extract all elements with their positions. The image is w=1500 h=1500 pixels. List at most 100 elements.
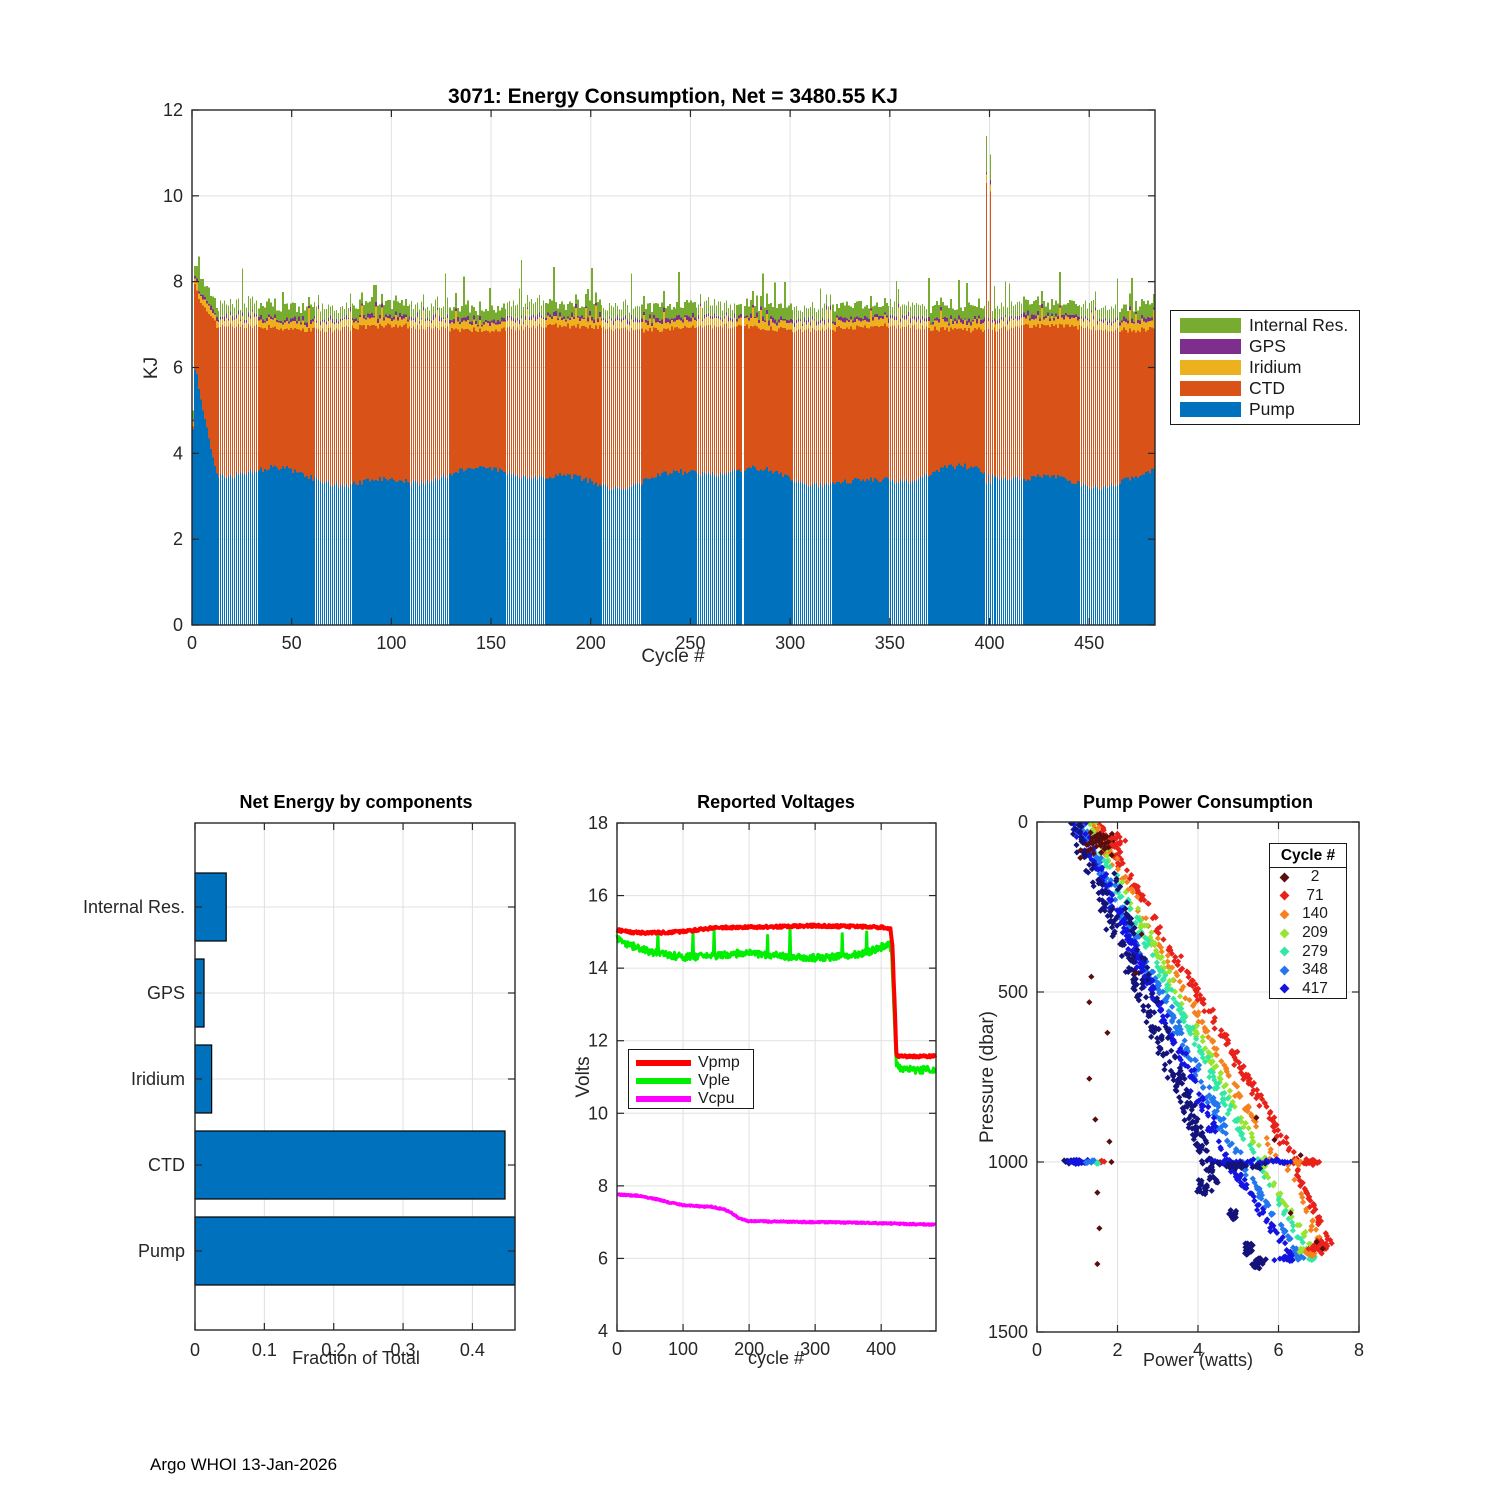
svg-text:2: 2 [173, 529, 183, 549]
svg-text:2: 2 [1112, 1340, 1122, 1360]
svg-text:Iridium: Iridium [131, 1069, 185, 1089]
legend-label: 209 [1302, 924, 1328, 942]
svg-text:0: 0 [187, 633, 197, 653]
legend-label: 348 [1302, 961, 1328, 979]
legend-label: 140 [1302, 905, 1328, 923]
pump-power-chart-title: Pump Power Consumption [1082, 792, 1314, 812]
svg-text:0.4: 0.4 [460, 1340, 485, 1360]
components-xlabel: Fraction of Total [292, 1348, 420, 1368]
legend-label: Vple [698, 1072, 731, 1089]
svg-text:18: 18 [588, 813, 608, 833]
diamond-marker-icon [1279, 909, 1290, 920]
legend-item-iridium: Iridium [1180, 357, 1350, 378]
legend-item-cycle-417: 417 [1270, 979, 1346, 998]
svg-text:10: 10 [588, 1103, 608, 1123]
legend-item-vpmp: Vpmp [636, 1054, 746, 1072]
voltages-legend: Vpmp Vple Vcpu [628, 1049, 754, 1109]
legend-label: CTD [1249, 378, 1285, 398]
svg-text:100: 100 [668, 1339, 698, 1359]
svg-text:200: 200 [734, 1339, 764, 1359]
legend-item-cycle-2: 2 [1270, 868, 1346, 887]
voltages-xlabel: cycle # [747, 1348, 805, 1368]
svg-text:0: 0 [190, 1340, 200, 1360]
svg-text:16: 16 [588, 886, 608, 906]
svg-text:0: 0 [1032, 1340, 1042, 1360]
legend-item-gps: GPS [1180, 336, 1350, 357]
svg-text:4: 4 [1193, 1340, 1203, 1360]
diamond-marker-icon [1279, 983, 1290, 994]
svg-text:6: 6 [173, 358, 183, 378]
ctd-swatch [1180, 381, 1241, 396]
components-chart-title: Net Energy by components [239, 792, 473, 812]
svg-text:1000: 1000 [988, 1152, 1028, 1172]
legend-label: GPS [1249, 336, 1286, 356]
svg-text:250: 250 [675, 633, 705, 653]
legend-label: 71 [1306, 886, 1324, 904]
gps-swatch [1180, 339, 1241, 354]
energy-chart-title: 3071: Energy Consumption, Net = 3480.55 … [448, 85, 898, 108]
svg-text:8: 8 [598, 1176, 608, 1196]
diamond-marker-icon [1279, 928, 1290, 938]
svg-text:450: 450 [1074, 633, 1104, 653]
svg-text:10: 10 [163, 186, 183, 206]
svg-text:GPS: GPS [147, 983, 185, 1003]
energy-ylabel: KJ [141, 356, 162, 380]
svg-text:300: 300 [800, 1339, 830, 1359]
svg-text:8: 8 [1354, 1340, 1364, 1360]
legend-item-vcpu: Vcpu [636, 1090, 746, 1108]
svg-text:CTD: CTD [148, 1155, 185, 1175]
energy-xlabel: Cycle # [641, 646, 705, 667]
svg-text:4: 4 [173, 443, 183, 463]
legend-item-ctd: CTD [1180, 378, 1350, 399]
legend-label: 2 [1310, 868, 1320, 886]
svg-text:100: 100 [376, 633, 406, 653]
svg-text:6: 6 [598, 1248, 608, 1268]
legend-item-cycle-209: 209 [1270, 924, 1346, 943]
diamond-marker-icon [1279, 946, 1290, 957]
iridium-swatch [1180, 360, 1241, 375]
vple-line-swatch [636, 1078, 691, 1084]
svg-text:4: 4 [598, 1321, 608, 1341]
svg-text:500: 500 [998, 982, 1028, 1002]
svg-text:0.3: 0.3 [391, 1340, 416, 1360]
legend-item-cycle-279: 279 [1270, 942, 1346, 961]
pump-power-xlabel: Power (watts) [1142, 1350, 1254, 1370]
pump-power-legend-title: Cycle # [1270, 844, 1346, 868]
svg-text:400: 400 [866, 1339, 896, 1359]
legend-label: Pump [1249, 399, 1295, 419]
svg-text:12: 12 [163, 100, 183, 120]
voltages-ylabel: Volts [573, 1056, 594, 1098]
svg-text:0: 0 [1018, 812, 1028, 832]
svg-text:350: 350 [875, 633, 905, 653]
svg-text:Internal Res.: Internal Res. [83, 897, 185, 917]
voltages-chart-title: Reported Voltages [697, 792, 855, 812]
svg-text:12: 12 [588, 1031, 608, 1051]
diamond-marker-icon [1279, 965, 1290, 976]
svg-text:1500: 1500 [988, 1322, 1028, 1342]
legend-label: Iridium [1249, 357, 1302, 377]
legend-item-vple: Vple [636, 1072, 746, 1090]
pump-power-legend: Cycle # 2 71 140 209 279 348 417 [1269, 843, 1347, 999]
legend-label: Internal Res. [1249, 315, 1349, 335]
legend-item-cycle-71: 71 [1270, 887, 1346, 906]
legend-label: 417 [1302, 979, 1328, 997]
pump-swatch [1180, 402, 1241, 417]
vpmp-line-swatch [636, 1060, 691, 1066]
vcpu-line-swatch [636, 1096, 691, 1102]
svg-text:50: 50 [282, 633, 302, 653]
svg-text:14: 14 [588, 958, 608, 978]
svg-text:8: 8 [173, 272, 183, 292]
legend-item-cycle-348: 348 [1270, 961, 1346, 980]
svg-text:200: 200 [576, 633, 606, 653]
internal-res-swatch [1180, 318, 1241, 333]
energy-legend: Internal Res. GPS Iridium CTD Pump [1170, 310, 1360, 425]
legend-label: Vcpu [698, 1090, 735, 1107]
svg-text:150: 150 [476, 633, 506, 653]
svg-text:6: 6 [1273, 1340, 1283, 1360]
svg-text:0.1: 0.1 [252, 1340, 277, 1360]
legend-item-pump: Pump [1180, 399, 1350, 420]
legend-item-internal-res: Internal Res. [1180, 315, 1350, 336]
svg-text:0.2: 0.2 [321, 1340, 346, 1360]
svg-text:300: 300 [775, 633, 805, 653]
